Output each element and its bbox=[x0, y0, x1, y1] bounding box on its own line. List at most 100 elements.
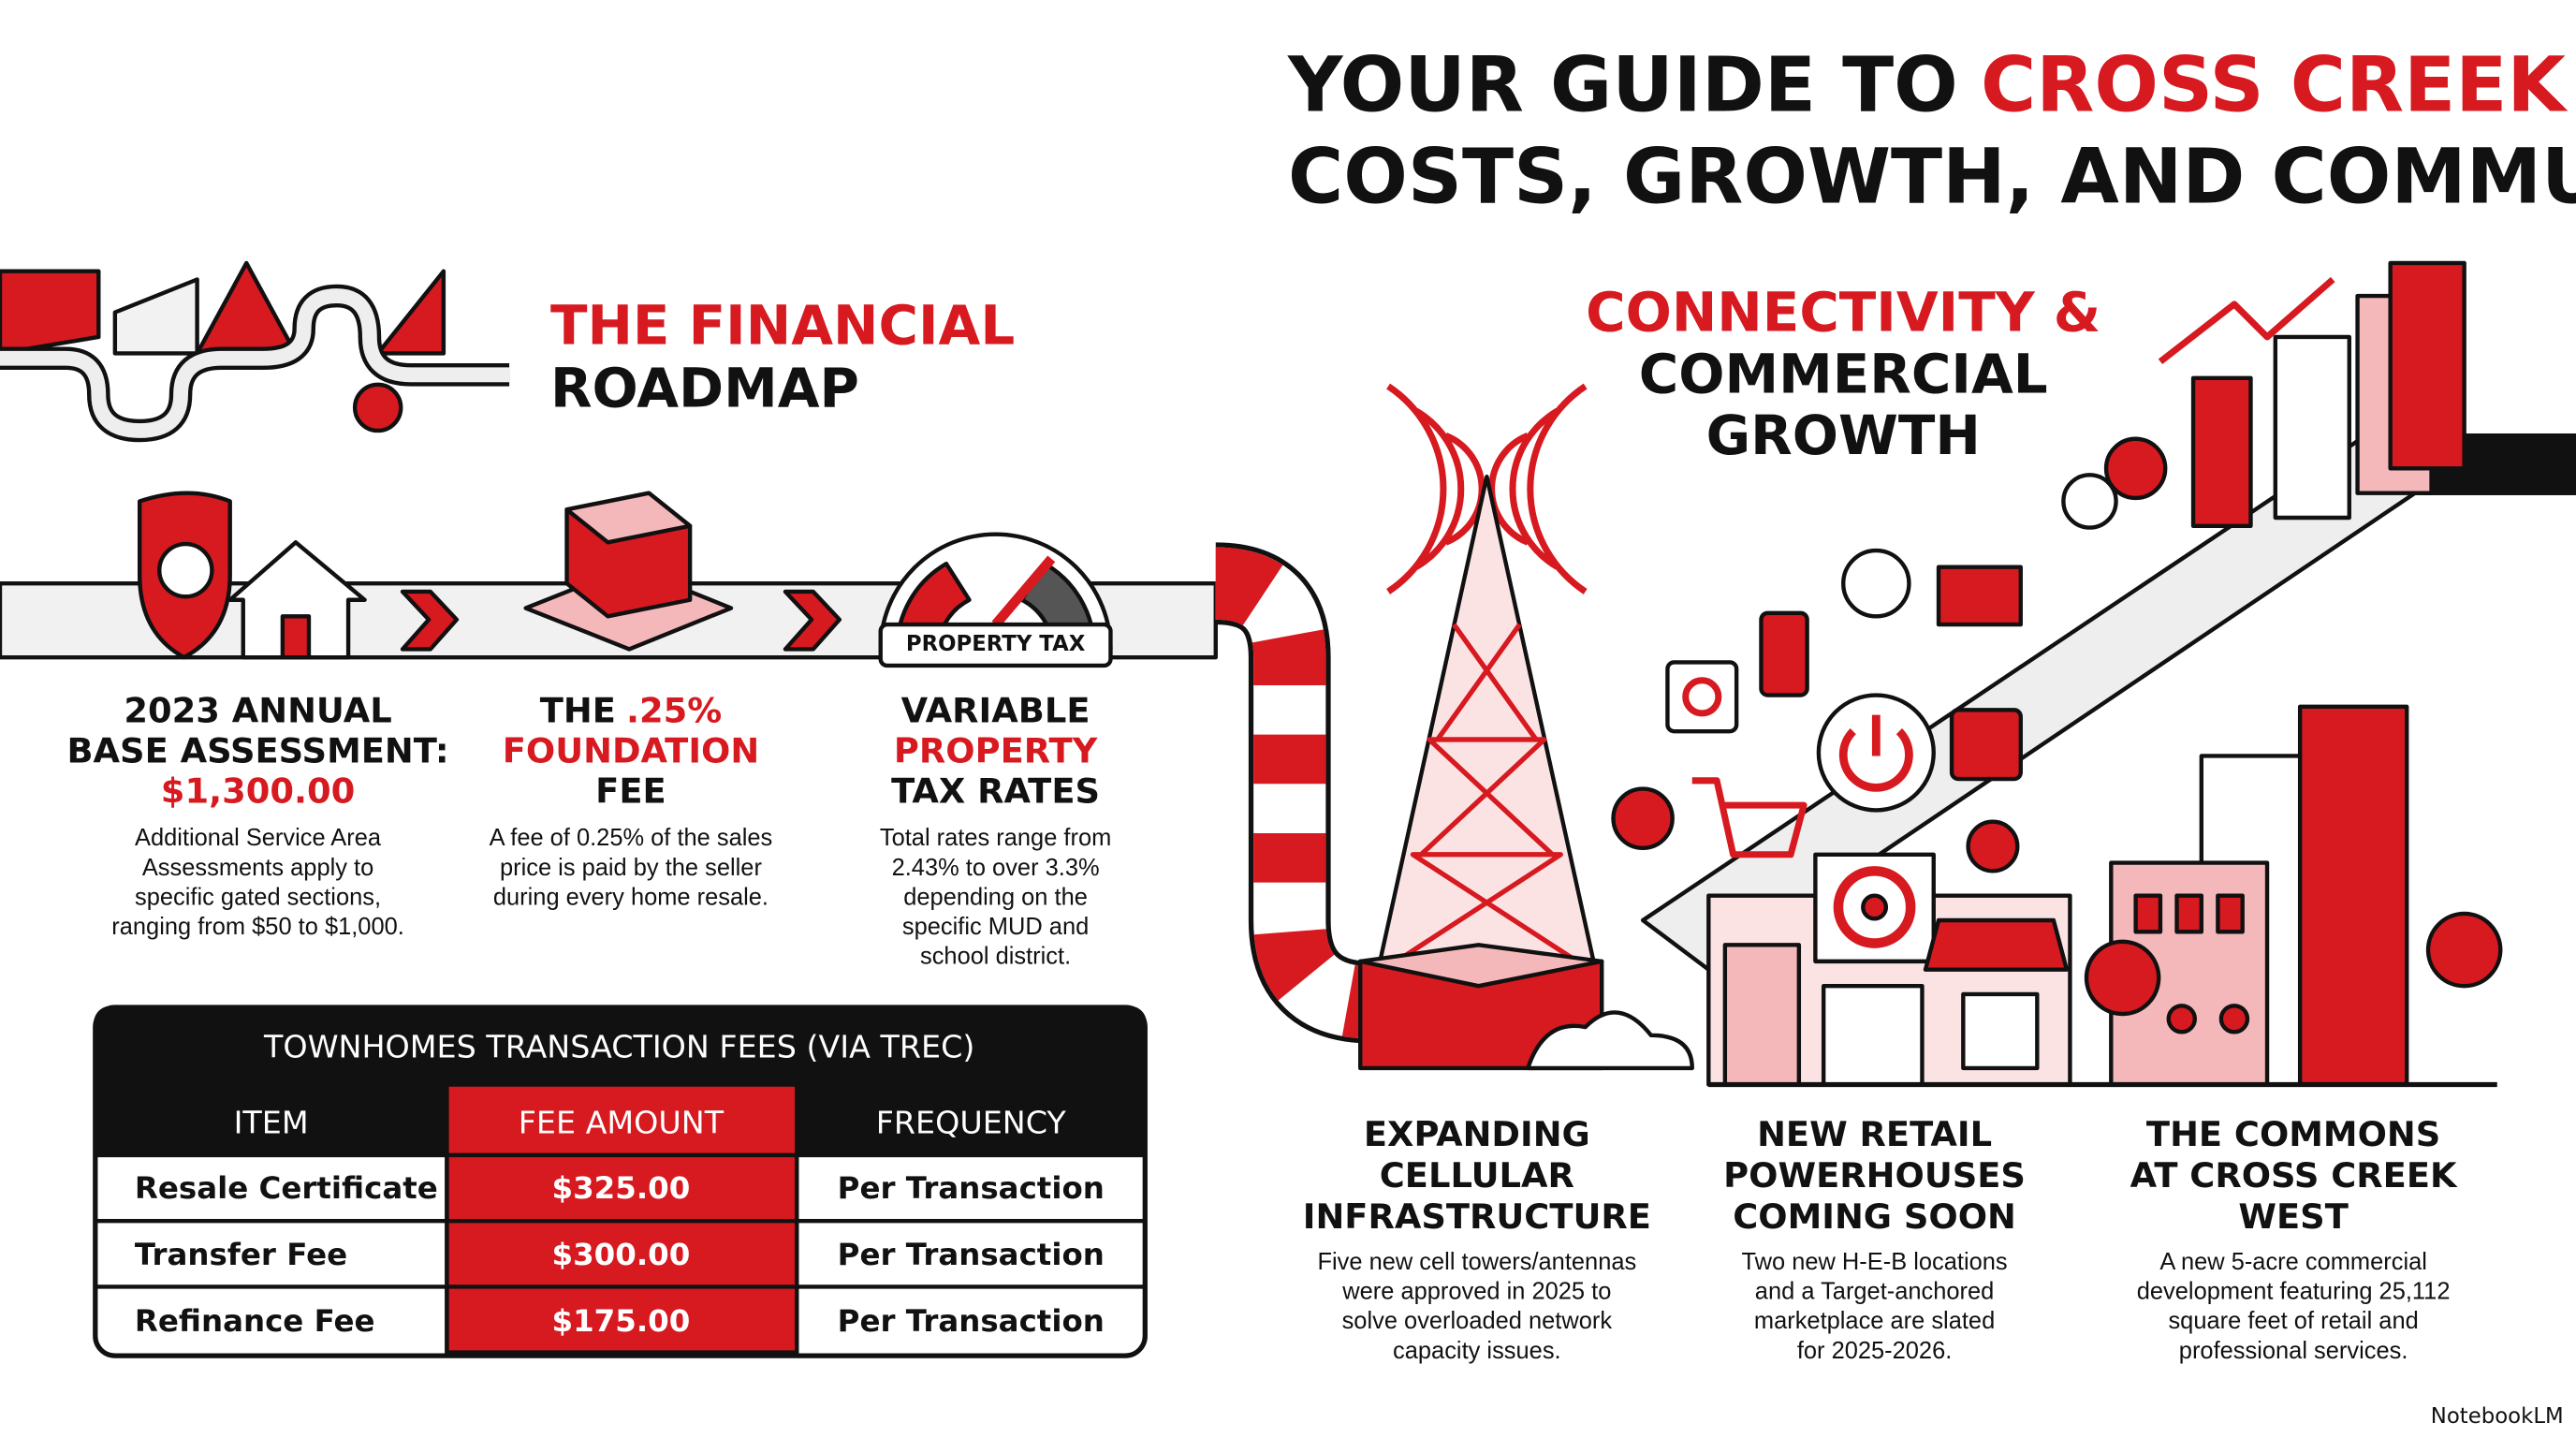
card-title: FOUNDATION bbox=[503, 730, 759, 770]
feature-body: solve overloaded network bbox=[1342, 1308, 1613, 1334]
table-cell: $175.00 bbox=[552, 1303, 691, 1339]
road-arrow bbox=[400, 589, 460, 652]
section-heading-part: GROWTH bbox=[1706, 404, 1981, 467]
section-heading-part: ROADMAP bbox=[550, 356, 859, 419]
feature-title-part: INFRASTRUCTURE bbox=[1303, 1196, 1651, 1236]
signal-waves bbox=[1386, 383, 1588, 594]
table-cell: $300.00 bbox=[552, 1237, 691, 1272]
card-title-part: .25% bbox=[626, 690, 722, 730]
feature-body: square feet of retail and bbox=[2168, 1308, 2418, 1334]
card-body: A fee of 0.25% of the sales bbox=[490, 825, 773, 851]
table-cell: Resale Certificate bbox=[135, 1170, 438, 1206]
section-heading-part: CONNECTIVITY & bbox=[1586, 281, 2100, 345]
card-body: price is paid by the seller bbox=[500, 855, 762, 881]
table-cell: Per Transaction bbox=[838, 1170, 1105, 1206]
person bbox=[2218, 1004, 2250, 1034]
section-heading: CONNECTIVITY & bbox=[1586, 281, 2100, 345]
card-body: Additional Service Area bbox=[135, 825, 382, 851]
feature-title-part: POWERHOUSES bbox=[1723, 1155, 2026, 1196]
battery-icon bbox=[1759, 610, 1809, 697]
building bbox=[2190, 375, 2253, 528]
gear-icon bbox=[1966, 819, 2020, 873]
feature-title-part: EXPANDING bbox=[1364, 1114, 1590, 1154]
tree bbox=[2084, 939, 2161, 1017]
table-header: FEE AMOUNT bbox=[519, 1104, 724, 1140]
undefined: COSTS, GROWTH, AND COMMUNITY bbox=[1288, 134, 2576, 222]
card-body: specific MUD and bbox=[902, 914, 1089, 940]
card-title: 2023 ANNUAL bbox=[124, 690, 391, 730]
card-title-part: VARIABLE bbox=[901, 690, 1090, 730]
feature-title: EXPANDING bbox=[1364, 1114, 1590, 1154]
card-body: ranging from $50 to $1,000. bbox=[111, 914, 404, 940]
feature-title-part: COMING SOON bbox=[1733, 1196, 2016, 1236]
feature-body: marketplace are slated bbox=[1754, 1308, 1995, 1334]
feature-title-part: WEST bbox=[2238, 1196, 2348, 1236]
table-cell: Refinance Fee bbox=[135, 1303, 375, 1339]
window bbox=[2174, 893, 2204, 934]
feature-body: Five new cell towers/antennas bbox=[1317, 1249, 1636, 1275]
awning bbox=[1923, 917, 2070, 972]
bulb-icon bbox=[1841, 548, 1911, 619]
card-title-part: TAX RATES bbox=[891, 770, 1100, 811]
road-arrow bbox=[783, 589, 842, 652]
feature-body: professional services. bbox=[2179, 1338, 2408, 1364]
building bbox=[2297, 704, 2409, 1087]
section-heading: GROWTH bbox=[1706, 404, 1981, 467]
road-dot bbox=[352, 382, 403, 433]
card-title-part: FOUNDATION bbox=[503, 730, 759, 770]
gauge-label: PROPERTY TAX bbox=[906, 632, 1086, 656]
tree bbox=[2061, 473, 2118, 530]
feature-title: NEW RETAIL bbox=[1757, 1114, 1992, 1154]
card-title: BASE ASSESSMENT: bbox=[66, 730, 448, 770]
road-block bbox=[112, 277, 199, 356]
feature-title-part: THE COMMONS bbox=[2146, 1114, 2440, 1154]
feature-body: capacity issues. bbox=[1393, 1338, 1561, 1364]
feature-title: AT CROSS CREEK bbox=[2130, 1155, 2458, 1196]
road-block bbox=[375, 269, 446, 356]
feature-body: were approved in 2025 to bbox=[1341, 1279, 1611, 1305]
card-title-part: 2023 ANNUAL bbox=[124, 690, 391, 730]
card-title-part: BASE ASSESSMENT: bbox=[66, 730, 448, 770]
card-title: PROPERTY bbox=[894, 730, 1099, 770]
section-heading: COMMERCIAL bbox=[1639, 342, 2048, 405]
card-body: specific gated sections, bbox=[135, 884, 381, 910]
feature-title-part: CELLULAR bbox=[1380, 1155, 1574, 1196]
person bbox=[2166, 1004, 2198, 1034]
illustration bbox=[0, 260, 2576, 1358]
tree bbox=[2103, 436, 2168, 501]
coin-icon bbox=[157, 541, 214, 599]
feature-body: for 2025-2026. bbox=[1797, 1338, 1952, 1364]
table-cell: Per Transaction bbox=[838, 1237, 1105, 1272]
card-body: 2.43% to over 3.3% bbox=[892, 855, 1100, 881]
target-badge-ring bbox=[1682, 677, 1722, 717]
storefront-icon bbox=[1936, 565, 2023, 627]
gauge-needle bbox=[991, 555, 1056, 628]
card-body: Assessments apply to bbox=[142, 855, 373, 881]
house-door bbox=[280, 614, 312, 660]
table-cell: $325.00 bbox=[552, 1170, 691, 1206]
feature-body: A new 5-acre commercial bbox=[2159, 1249, 2427, 1275]
card-title-part: $1,300.00 bbox=[161, 770, 355, 811]
card-body: school district. bbox=[920, 944, 1071, 970]
feature-body: Two new H-E-B locations bbox=[1741, 1249, 2007, 1275]
feature-title: CELLULAR bbox=[1380, 1155, 1574, 1196]
undefined-part: CROSS CREEK RANCH bbox=[1981, 41, 2576, 129]
feature-title: COMING SOON bbox=[1733, 1196, 2016, 1236]
road-block bbox=[195, 260, 299, 356]
card-body: during every home resale. bbox=[493, 884, 768, 910]
cloud bbox=[1526, 1010, 1694, 1071]
section-heading: ROADMAP bbox=[550, 356, 859, 419]
card-body: Total rates range from bbox=[880, 825, 1111, 851]
road-block bbox=[0, 269, 101, 356]
feature-title: POWERHOUSES bbox=[1723, 1155, 2026, 1196]
store-logo-dot bbox=[1861, 893, 1889, 921]
store-logo bbox=[1833, 866, 1916, 948]
window bbox=[2133, 893, 2163, 934]
road-pipe-stripes bbox=[1214, 547, 1373, 1039]
table-cell: Transfer Fee bbox=[135, 1237, 347, 1272]
store-door bbox=[1821, 984, 1925, 1087]
tree bbox=[2425, 911, 2503, 989]
card-title: FEE bbox=[595, 770, 666, 811]
